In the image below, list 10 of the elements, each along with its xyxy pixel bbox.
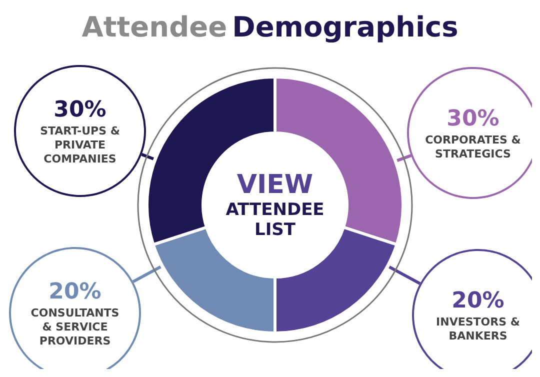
slice-label: CONSULTANTS & SERVICE PROVIDERS [30, 306, 120, 348]
data-label: 20% [452, 288, 504, 314]
slice-label: START-UPS & PRIVATE COMPANIES [40, 124, 120, 166]
slice-label: INVESTORS & BANKERS [436, 316, 520, 342]
text: VIEW ATTENDEE LIST [226, 170, 324, 240]
data-label: 20% [48, 280, 102, 304]
data-label: 30% [54, 98, 106, 122]
data-label: 30% [446, 106, 500, 132]
slice-label: CORPORATES & STRATEGICS [425, 134, 522, 160]
chart-title: Attendee Demographics [82, 10, 458, 44]
